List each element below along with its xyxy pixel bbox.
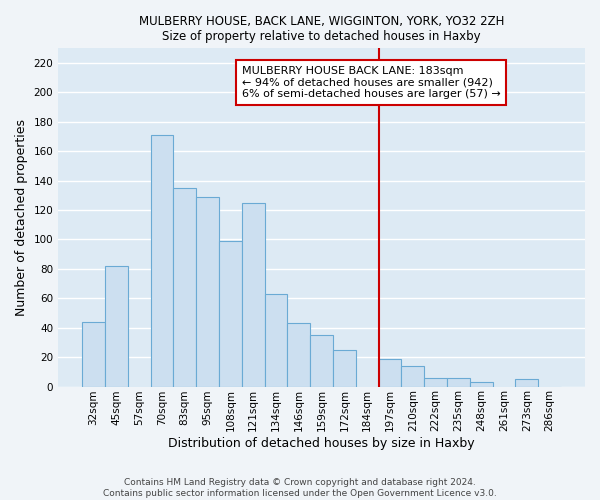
Bar (470, 382, 493, 386)
Bar (379, 358, 401, 386)
Bar (515, 379, 538, 386)
Bar (447, 378, 470, 386)
Bar (82, 322, 105, 386)
Text: MULBERRY HOUSE BACK LANE: 183sqm
← 94% of detached houses are smaller (942)
6% o: MULBERRY HOUSE BACK LANE: 183sqm ← 94% o… (242, 66, 500, 99)
Bar (105, 266, 128, 386)
Y-axis label: Number of detached properties: Number of detached properties (15, 119, 28, 316)
Bar (173, 188, 196, 386)
Text: Contains HM Land Registry data © Crown copyright and database right 2024.
Contai: Contains HM Land Registry data © Crown c… (103, 478, 497, 498)
Bar (265, 294, 287, 386)
Title: MULBERRY HOUSE, BACK LANE, WIGGINTON, YORK, YO32 2ZH
Size of property relative t: MULBERRY HOUSE, BACK LANE, WIGGINTON, YO… (139, 15, 504, 43)
Bar (196, 197, 219, 386)
Bar (401, 366, 424, 386)
Bar (219, 241, 242, 386)
Bar (310, 335, 333, 386)
Bar (424, 378, 447, 386)
Bar (333, 350, 356, 387)
Bar (287, 324, 310, 386)
Bar (242, 202, 265, 386)
Bar (151, 135, 173, 386)
X-axis label: Distribution of detached houses by size in Haxby: Distribution of detached houses by size … (168, 437, 475, 450)
